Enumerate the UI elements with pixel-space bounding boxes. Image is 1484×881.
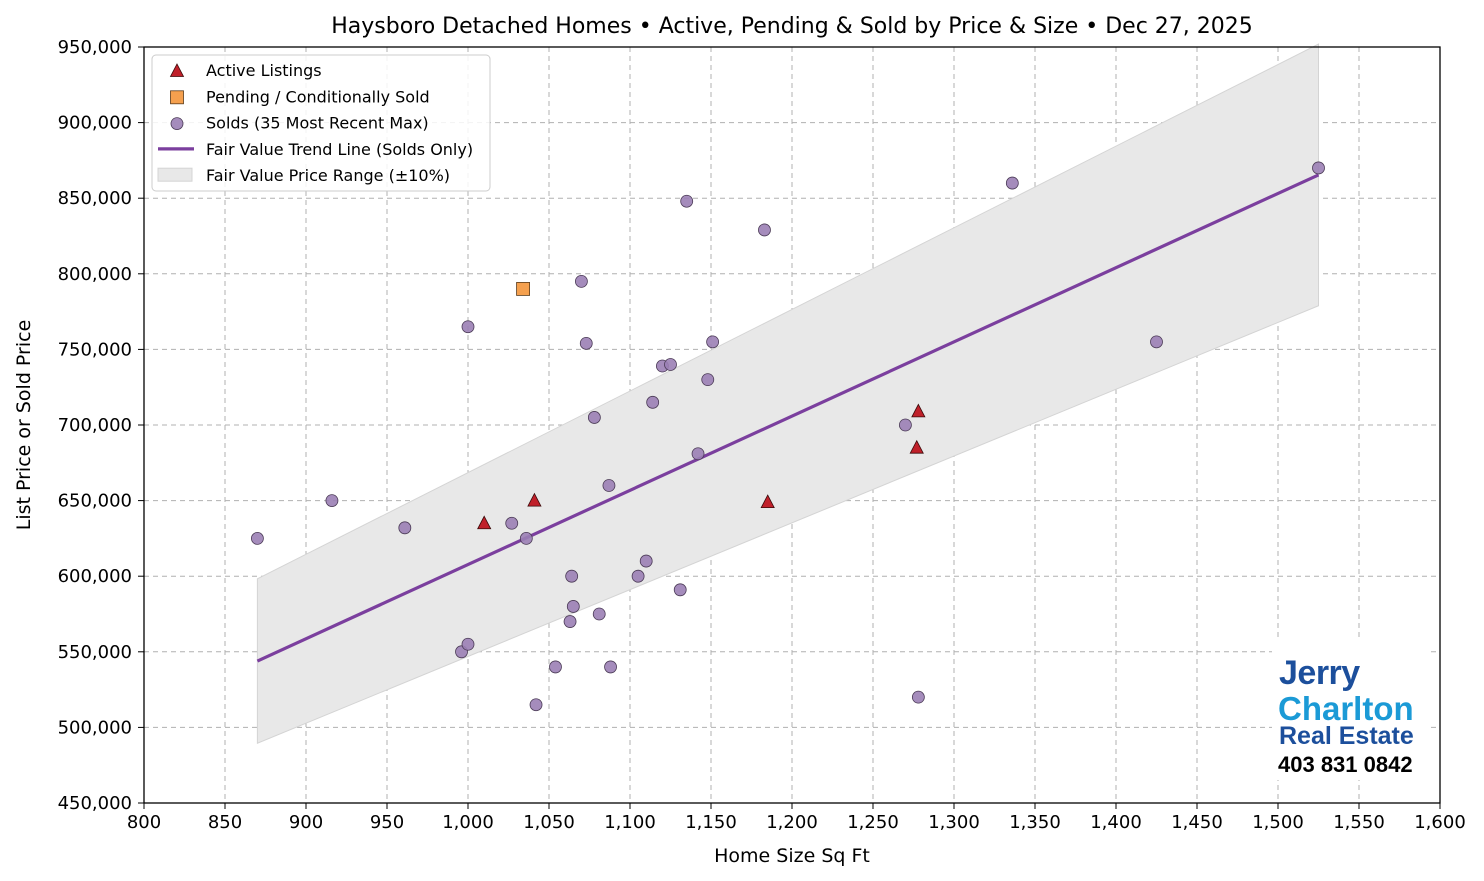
sold-point	[529, 698, 543, 712]
sold-point	[461, 320, 475, 334]
x-tick-label: 850	[208, 812, 242, 833]
y-tick-label: 700,000	[58, 415, 132, 436]
y-tick-label: 550,000	[58, 642, 132, 663]
legend-label: Fair Value Price Range (±10%)	[206, 166, 450, 185]
active-point	[527, 492, 542, 507]
x-tick-label: 1,050	[523, 812, 575, 833]
x-tick-label: 1,300	[928, 812, 980, 833]
sold-point	[325, 494, 339, 508]
sold-point	[691, 447, 705, 461]
sold-point	[579, 336, 593, 350]
x-tick-label: 1,250	[847, 812, 899, 833]
sold-point	[461, 637, 475, 651]
sold-point	[639, 554, 653, 568]
sold-point	[911, 690, 925, 704]
active-point	[477, 515, 492, 530]
legend-square-icon	[170, 90, 184, 105]
x-tick-label: 1,350	[1009, 812, 1061, 833]
legend-label: Solds (35 Most Recent Max)	[206, 114, 429, 133]
trend-line	[256, 173, 1320, 663]
legend-box	[151, 54, 491, 192]
sold-point	[398, 521, 412, 535]
y-tick-label: 750,000	[58, 339, 132, 360]
sold-point	[701, 373, 715, 387]
sold-point	[549, 660, 562, 674]
sold-point	[505, 516, 519, 530]
y-tick-label: 900,000	[58, 113, 132, 134]
sold-point	[587, 411, 601, 424]
legend-triangle-icon	[169, 63, 185, 77]
y-tick-label: 600,000	[58, 566, 132, 587]
pending-point	[516, 282, 530, 296]
x-tick-label: 1,450	[1171, 812, 1223, 833]
logo-phone: 403 831 0842	[1278, 752, 1413, 777]
y-tick-label: 800,000	[58, 264, 132, 285]
sold-point	[758, 223, 771, 237]
x-axis-label: Home Size Sq Ft	[714, 845, 870, 867]
x-tick-label: 800	[127, 812, 161, 833]
legend-label: Pending / Conditionally Sold	[206, 87, 430, 106]
y-tick-label: 950,000	[58, 37, 132, 58]
sold-point	[575, 274, 588, 288]
legend-circle-icon	[170, 117, 184, 130]
sold-point	[899, 418, 912, 432]
sold-point	[602, 479, 616, 492]
brand-logo: Jerry Charlton Real Estate 403 831 0842	[1272, 640, 1428, 780]
x-tick-label: 1,500	[1252, 812, 1304, 833]
legend-label: Active Listings	[206, 61, 322, 80]
x-tick-label: 1,150	[685, 812, 737, 833]
chart-title: Haysboro Detached Homes • Active, Pendin…	[331, 14, 1253, 39]
y-axis-label: List Price or Sold Price	[13, 320, 35, 531]
sold-point	[664, 358, 677, 371]
sold-point	[1150, 335, 1163, 349]
y-tick-label: 650,000	[58, 491, 132, 512]
sold-point	[519, 532, 533, 545]
y-tick-label: 450,000	[58, 793, 132, 814]
active-point	[760, 494, 775, 509]
legend-band-icon	[157, 167, 193, 182]
x-tick-label: 1,200	[766, 812, 818, 833]
y-tick-label: 500,000	[58, 717, 132, 738]
x-tick-label: 900	[289, 812, 323, 833]
logo-line1: Jerry	[1279, 654, 1360, 692]
sold-point	[706, 335, 720, 349]
sold-point	[1312, 161, 1325, 175]
sold-point	[673, 583, 687, 597]
active-point	[909, 439, 924, 454]
y-tick-label: 850,000	[58, 188, 132, 209]
sold-point	[250, 532, 264, 545]
x-tick-label: 950	[370, 812, 404, 833]
sold-point	[646, 395, 660, 409]
x-tick-label: 1,100	[604, 812, 656, 833]
logo-line3: Real Estate	[1279, 722, 1414, 750]
active-point	[911, 403, 926, 418]
legend-label: Fair Value Trend Line (Solds Only)	[206, 140, 473, 159]
sold-point	[604, 660, 617, 674]
x-tick-label: 1,000	[442, 812, 494, 833]
plot-frame	[143, 46, 1441, 804]
sold-point	[1005, 176, 1019, 190]
sold-point	[563, 615, 577, 628]
sold-point	[680, 194, 694, 208]
sold-point	[592, 607, 606, 621]
x-tick-label: 1,550	[1333, 812, 1385, 833]
fair-value-band	[256, 43, 1319, 745]
x-tick-label: 1,600	[1414, 812, 1466, 833]
logo-line2: Charlton	[1278, 690, 1414, 727]
x-tick-label: 1,400	[1090, 812, 1142, 833]
sold-point	[565, 569, 579, 583]
sold-point	[631, 569, 645, 583]
sold-point	[566, 600, 580, 613]
